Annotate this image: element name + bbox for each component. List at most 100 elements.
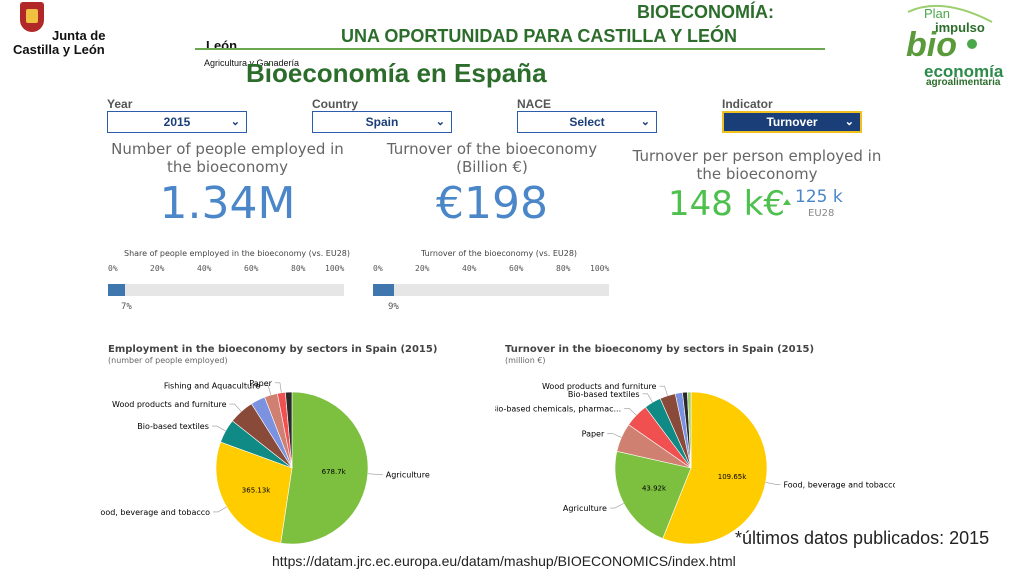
pie-value-label: 678.7k bbox=[322, 468, 347, 476]
pie-leader-line bbox=[607, 433, 622, 438]
pie-category-label: Agriculture bbox=[386, 470, 430, 479]
nace-filter-label: NACE bbox=[517, 97, 552, 111]
pie-slice[interactable] bbox=[280, 391, 369, 545]
turnover-pie-chart: 109.65k Food, beverage and tobacco 43.92k A… bbox=[495, 382, 895, 545]
tick-label: 60% bbox=[244, 264, 259, 273]
pie-category-label: Food, beverage and tobacco bbox=[100, 508, 210, 517]
kpi-eu-reference-value: 125 k bbox=[795, 187, 843, 207]
turnover-share-bar bbox=[373, 284, 609, 296]
logo-line2: Castilla y León bbox=[13, 42, 105, 57]
economia-word: economía bbox=[924, 62, 1004, 81]
source-link[interactable]: https://datam.jrc.ec.europa.eu/datam/mas… bbox=[272, 553, 736, 569]
indicator-select[interactable]: Turnover ⌄ bbox=[722, 111, 862, 133]
tick-label: 0% bbox=[373, 264, 383, 273]
logo-line1: Junta de bbox=[52, 28, 106, 43]
employment-share-bar bbox=[108, 284, 344, 296]
kpi-employed-value: 1.34M bbox=[159, 178, 296, 229]
plan-bioeconomia-logo bbox=[902, 2, 1020, 88]
pie-leader-line bbox=[263, 385, 272, 396]
pie-category-label: Bio-based chemicals, pharmac... bbox=[495, 404, 621, 413]
tick-label: 80% bbox=[291, 264, 306, 273]
tick-label: 0% bbox=[108, 264, 118, 273]
tick-label: 80% bbox=[556, 264, 571, 273]
tick-label: 40% bbox=[197, 264, 212, 273]
nace-select[interactable]: Select ⌄ bbox=[517, 111, 657, 133]
pie-leader-line bbox=[624, 407, 637, 416]
pie-category-label: Paper bbox=[582, 429, 605, 438]
tick-label: 100% bbox=[590, 264, 610, 273]
indicator-select-value: Turnover bbox=[766, 115, 818, 129]
employment-share-title: Share of people employed in the bioecono… bbox=[124, 249, 351, 258]
year-filter-label: Year bbox=[107, 97, 133, 111]
chevron-down-icon: ⌄ bbox=[230, 116, 240, 128]
employment-pie-title: Employment in the bioeconomy by sectors … bbox=[108, 344, 438, 355]
pie-slice[interactable] bbox=[687, 391, 692, 469]
slide-title: Bioeconomía en España bbox=[246, 58, 547, 88]
pie-leader-line bbox=[213, 506, 227, 513]
country-filter-label: Country bbox=[312, 97, 358, 111]
pie-leader-line bbox=[367, 473, 383, 475]
kpi-per-person-label: Turnover per person employed in the bioe… bbox=[632, 147, 882, 183]
kpi-turnover-value: €198 bbox=[436, 178, 548, 229]
chevron-down-icon: ⌄ bbox=[435, 116, 445, 128]
chevron-down-icon: ⌄ bbox=[844, 116, 854, 128]
pie-leader-line bbox=[211, 425, 226, 432]
bio-word: bio bbox=[906, 26, 957, 64]
header-divider bbox=[195, 48, 825, 50]
employment-pie-chart: 678.7k Agriculture 365.13k Food, beverage a… bbox=[100, 379, 430, 545]
employment-pie-subtitle: (number of people employed) bbox=[108, 356, 228, 365]
pie-slice[interactable] bbox=[285, 391, 293, 469]
employment-share-fill bbox=[108, 284, 125, 296]
nace-select-value: Select bbox=[569, 115, 605, 129]
tick-label: 20% bbox=[415, 264, 430, 273]
country-select[interactable]: Spain ⌄ bbox=[312, 111, 452, 133]
pie-value-label: 109.65k bbox=[718, 473, 747, 481]
turnover-pie-subtitle: (million €) bbox=[505, 356, 546, 365]
employment-share-ticks: 0% 20% 40% 60% 80% 100% bbox=[108, 264, 344, 276]
pie-category-label: Fishing and Aquaculture bbox=[164, 381, 260, 390]
pie-value-label: 43.92k bbox=[642, 484, 667, 492]
pie-leader-line bbox=[659, 385, 668, 396]
country-select-value: Spain bbox=[365, 115, 399, 129]
pie-category-label: Bio-based textiles bbox=[568, 390, 640, 399]
data-footnote: *últimos datos publicados: 2015 bbox=[735, 528, 990, 548]
turnover-share-fill bbox=[373, 284, 395, 296]
pie-slice[interactable] bbox=[614, 450, 692, 539]
pie-category-label: Paper bbox=[249, 379, 272, 388]
indicator-filter-label: Indicator bbox=[722, 97, 773, 111]
kpi-eu-reference-label: EU28 bbox=[808, 208, 835, 219]
header-title-line1: BIOECONOMÍA: bbox=[637, 2, 774, 22]
pie-leader-line bbox=[274, 382, 282, 393]
pie-slice[interactable] bbox=[662, 391, 768, 545]
impulso-word: impulso bbox=[935, 20, 985, 35]
pie-category-label: Agriculture bbox=[563, 504, 607, 513]
tick-label: 60% bbox=[509, 264, 524, 273]
pie-slice[interactable] bbox=[215, 441, 293, 544]
pie-leader-line bbox=[609, 503, 624, 509]
year-select[interactable]: 2015 ⌄ bbox=[107, 111, 247, 133]
chevron-down-icon: ⌄ bbox=[640, 116, 650, 128]
pie-value-label: 365.13k bbox=[242, 486, 271, 494]
agroalimentaria-word: agroalimentaria bbox=[926, 77, 1001, 88]
pie-category-label: Wood products and furniture bbox=[542, 382, 657, 391]
tick-label: 100% bbox=[325, 264, 345, 273]
pie-category-label: Wood products and furniture bbox=[112, 400, 227, 409]
pie-leader-line bbox=[642, 393, 653, 403]
header-title-line2: UNA OPORTUNIDAD PARA CASTILLA Y LEÓN bbox=[341, 26, 738, 46]
triangle-up-icon bbox=[783, 199, 791, 205]
castilla-leon-shield-icon bbox=[20, 2, 44, 32]
kpi-turnover-label: Turnover of the bioeconomy (Billion €) bbox=[386, 140, 598, 176]
pie-category-label: Food, beverage and tobacco bbox=[783, 480, 895, 489]
pie-leader-line bbox=[229, 403, 242, 412]
kpi-employed-label: Number of people employed in the bioecon… bbox=[111, 140, 344, 176]
plan-word: Plan bbox=[924, 6, 951, 21]
employment-share-value: 7% bbox=[121, 302, 132, 312]
pie-category-label: Bio-based textiles bbox=[137, 422, 209, 431]
leon-fragment: León bbox=[206, 38, 238, 53]
kpi-per-person-value: 148 k€ bbox=[668, 184, 786, 224]
turnover-pie-title: Turnover in the bioeconomy by sectors in… bbox=[505, 344, 815, 355]
year-select-value: 2015 bbox=[163, 115, 191, 129]
turnover-share-title: Turnover of the bioeconomy (vs. EU28) bbox=[421, 249, 578, 258]
tick-label: 20% bbox=[150, 264, 165, 273]
turnover-share-ticks: 0% 20% 40% 60% 80% 100% bbox=[373, 264, 609, 276]
